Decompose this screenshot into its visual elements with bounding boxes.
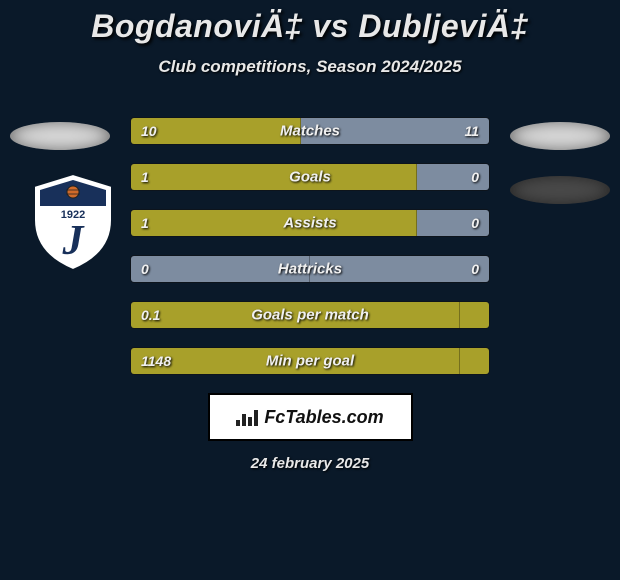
stat-bar-left: [131, 256, 310, 282]
date-text: 24 february 2025: [0, 455, 620, 472]
stat-row: Goals per match0.1: [130, 301, 490, 329]
stat-bar-right: [301, 118, 489, 144]
stat-bar-left: [131, 210, 417, 236]
stat-bar-left: [131, 348, 460, 374]
stat-bar-left: [131, 302, 460, 328]
stat-bar-right: [417, 164, 489, 190]
club-badge: 1922 J: [28, 172, 118, 272]
stat-bar-right: [460, 302, 489, 328]
brand-text: FcTables.com: [264, 407, 383, 428]
stat-bar-right: [460, 348, 489, 374]
brand-bars-icon: [236, 408, 258, 426]
player-right-placeholder-2: [510, 176, 610, 204]
stat-bar-left: [131, 164, 417, 190]
stat-row: Matches1011: [130, 117, 490, 145]
player-left-placeholder: [10, 122, 110, 150]
badge-letter: J: [62, 218, 86, 264]
stats-rows: Matches1011 Goals10 Assists10 Hattricks00 Go…: [130, 117, 490, 375]
stat-row: Assists10: [130, 209, 490, 237]
stat-row: Goals10: [130, 163, 490, 191]
stat-bar-left: [131, 118, 301, 144]
player-right-placeholder-1: [510, 122, 610, 150]
comparison-subtitle: Club competitions, Season 2024/2025: [0, 57, 620, 77]
stat-bar-right: [417, 210, 489, 236]
comparison-title: BogdanoviÄ‡ vs DubljeviÄ‡: [0, 0, 620, 45]
stat-row: Hattricks00: [130, 255, 490, 283]
brand-box: FcTables.com: [208, 393, 413, 441]
stat-bar-right: [310, 256, 489, 282]
stat-row: Min per goal1148: [130, 347, 490, 375]
